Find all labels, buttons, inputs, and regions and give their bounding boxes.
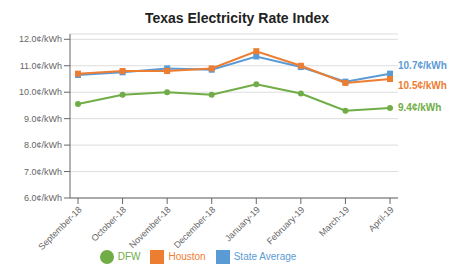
svg-text:October-18: October-18 <box>89 205 128 244</box>
svg-text:November-18: November-18 <box>127 205 173 251</box>
svg-text:8.0¢/kWh: 8.0¢/kWh <box>24 140 62 150</box>
html-text:Texas Electricity Rate Index: Texas Electricity Rate Index <box>144 10 330 26</box>
svg-text:September-18: September-18 <box>36 205 83 252</box>
svg-text:9.4¢/kWh: 9.4¢/kWh <box>398 102 441 113</box>
svg-text:7.0¢/kWh: 7.0¢/kWh <box>24 167 62 177</box>
svg-text:January-19: January-19 <box>223 205 262 244</box>
svg-text:March-19: March-19 <box>317 205 351 239</box>
svg-text:10.5¢/kWh: 10.5¢/kWh <box>398 80 447 91</box>
html-text:DFW: DFW <box>117 250 141 262</box>
svg-text:February-19: February-19 <box>265 205 307 247</box>
html-text:State Average: State Average <box>233 250 297 262</box>
svg-text:10.0¢/kWh: 10.0¢/kWh <box>19 87 62 97</box>
svg-text:9.0¢/kWh: 9.0¢/kWh <box>24 114 62 124</box>
svg-text:6.0¢/kWh: 6.0¢/kWh <box>24 193 62 203</box>
html-text:Houston: Houston <box>168 250 206 262</box>
svg-text:April-19: April-19 <box>367 205 396 234</box>
svg-text:December-18: December-18 <box>172 205 218 251</box>
svg-text:12.0¢/kWh: 12.0¢/kWh <box>19 34 62 44</box>
svg-text:10.7¢/kWh: 10.7¢/kWh <box>398 60 447 71</box>
svg-text:11.0¢/kWh: 11.0¢/kWh <box>20 61 62 71</box>
